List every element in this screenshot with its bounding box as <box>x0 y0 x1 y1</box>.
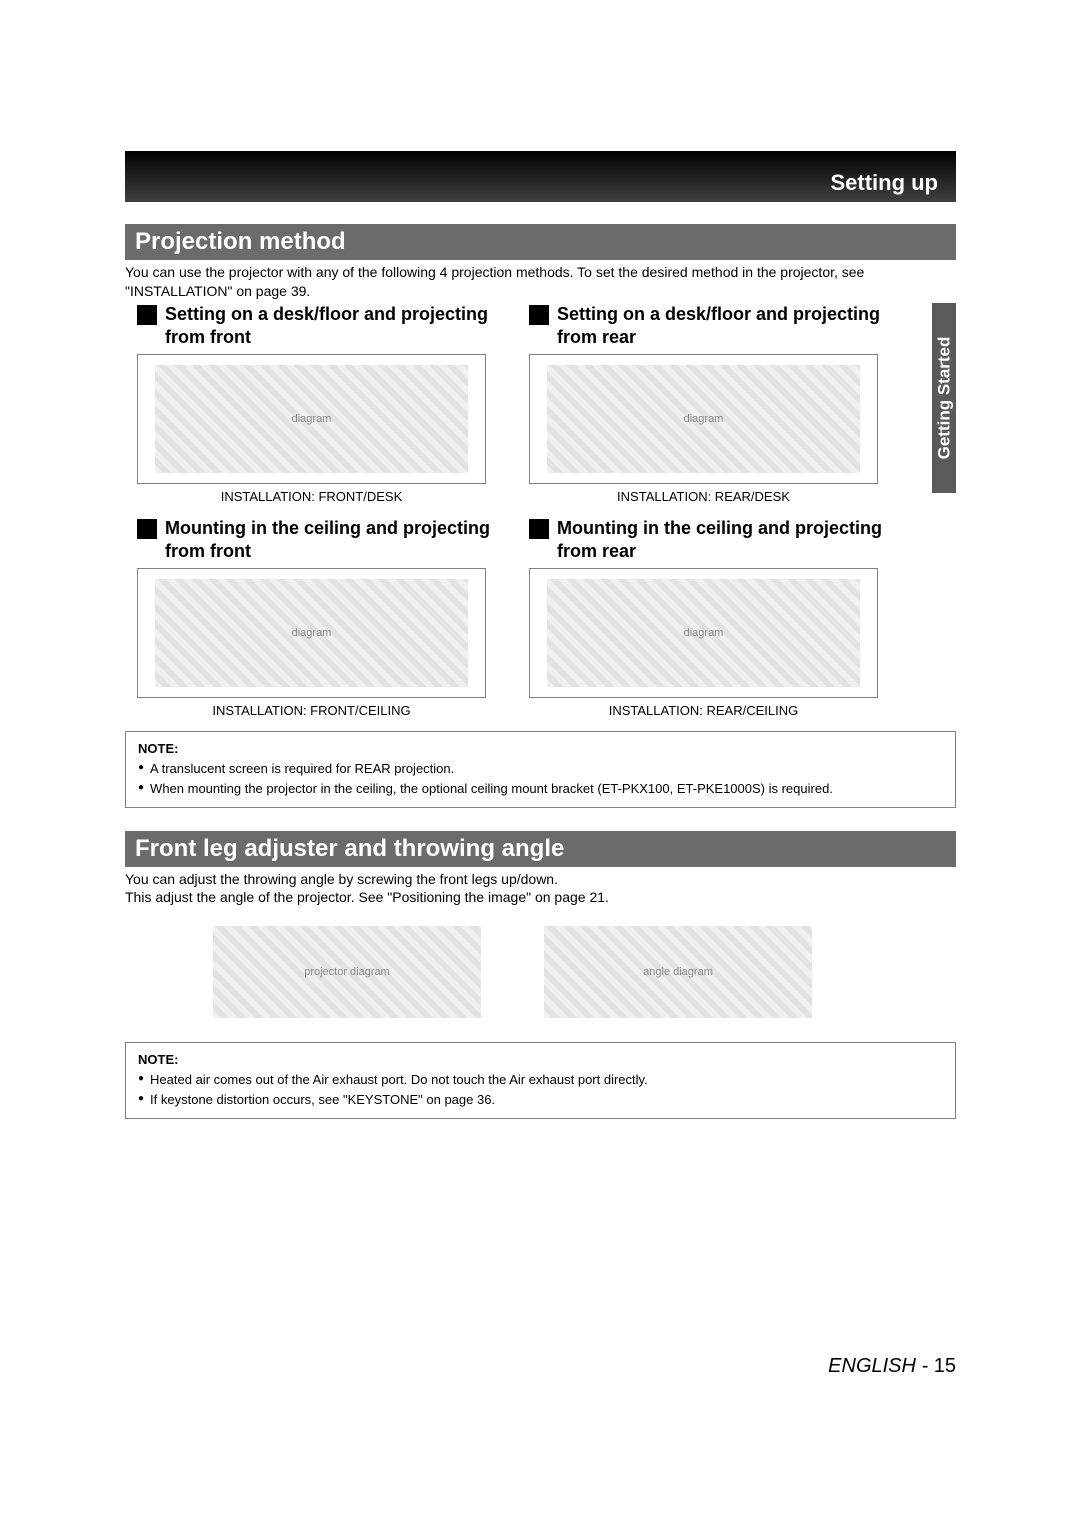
note2-item2: If keystone distortion occurs, see "KEYS… <box>138 1091 943 1109</box>
method4-heading: Mounting in the ceiling and projecting f… <box>529 517 899 562</box>
method3-text: Mounting in the ceiling and projecting f… <box>165 517 507 562</box>
caption2: INSTALLATION: REAR/DESK <box>529 489 878 504</box>
note-box-2: NOTE: Heated air comes out of the Air ex… <box>125 1042 956 1119</box>
note2-item1: Heated air comes out of the Air exhaust … <box>138 1071 943 1089</box>
bullet-icon <box>137 519 157 539</box>
image-placeholder: diagram <box>547 579 859 688</box>
header-bar: Setting up <box>125 151 956 202</box>
image-front-desk: diagram <box>137 354 486 484</box>
image-rear-desk: diagram <box>529 354 878 484</box>
method1-text: Setting on a desk/floor and projecting f… <box>165 303 507 348</box>
side-tab: Getting Started <box>932 303 956 493</box>
footer-lang: ENGLISH <box>828 1355 916 1377</box>
note1-item2: When mounting the projector in the ceili… <box>138 780 943 798</box>
header-title: Setting up <box>830 170 938 196</box>
image-angle: angle diagram <box>529 918 827 1026</box>
page-footer: ENGLISH - 15 <box>125 1355 956 1378</box>
section2-intro2: This adjust the angle of the projector. … <box>125 888 956 907</box>
image-rear-ceiling: diagram <box>529 568 878 698</box>
section-bar-frontleg: Front leg adjuster and throwing angle <box>125 831 956 867</box>
image-front-ceiling: diagram <box>137 568 486 698</box>
note-box-1: NOTE: A translucent screen is required f… <box>125 731 956 808</box>
side-tab-label: Getting Started <box>934 337 954 460</box>
image-placeholder: diagram <box>547 365 859 474</box>
image-placeholder: diagram <box>155 579 467 688</box>
section2-intro1: You can adjust the throwing angle by scr… <box>125 870 956 889</box>
section1-intro: You can use the projector with any of th… <box>125 263 956 301</box>
image-placeholder: angle diagram <box>544 926 812 1018</box>
image-front-leg: projector diagram <box>198 918 496 1026</box>
caption4: INSTALLATION: REAR/CEILING <box>529 703 878 718</box>
section-bar-projection: Projection method <box>125 224 956 260</box>
bullet-icon <box>529 305 549 325</box>
note-label: NOTE: <box>138 1051 943 1069</box>
image-placeholder: projector diagram <box>213 926 481 1018</box>
method4-text: Mounting in the ceiling and projecting f… <box>557 517 899 562</box>
bullet-icon <box>529 519 549 539</box>
image-placeholder: diagram <box>155 365 467 474</box>
note-label: NOTE: <box>138 740 943 758</box>
footer-page: 15 <box>934 1355 956 1377</box>
section1-title: Projection method <box>135 228 346 256</box>
section2-title: Front leg adjuster and throwing angle <box>135 835 564 863</box>
method2-text: Setting on a desk/floor and projecting f… <box>557 303 899 348</box>
footer-sep: - <box>916 1355 934 1377</box>
method1-heading: Setting on a desk/floor and projecting f… <box>137 303 507 348</box>
caption1: INSTALLATION: FRONT/DESK <box>137 489 486 504</box>
note1-item1: A translucent screen is required for REA… <box>138 760 943 778</box>
method3-heading: Mounting in the ceiling and projecting f… <box>137 517 507 562</box>
bullet-icon <box>137 305 157 325</box>
method2-heading: Setting on a desk/floor and projecting f… <box>529 303 899 348</box>
caption3: INSTALLATION: FRONT/CEILING <box>137 703 486 718</box>
